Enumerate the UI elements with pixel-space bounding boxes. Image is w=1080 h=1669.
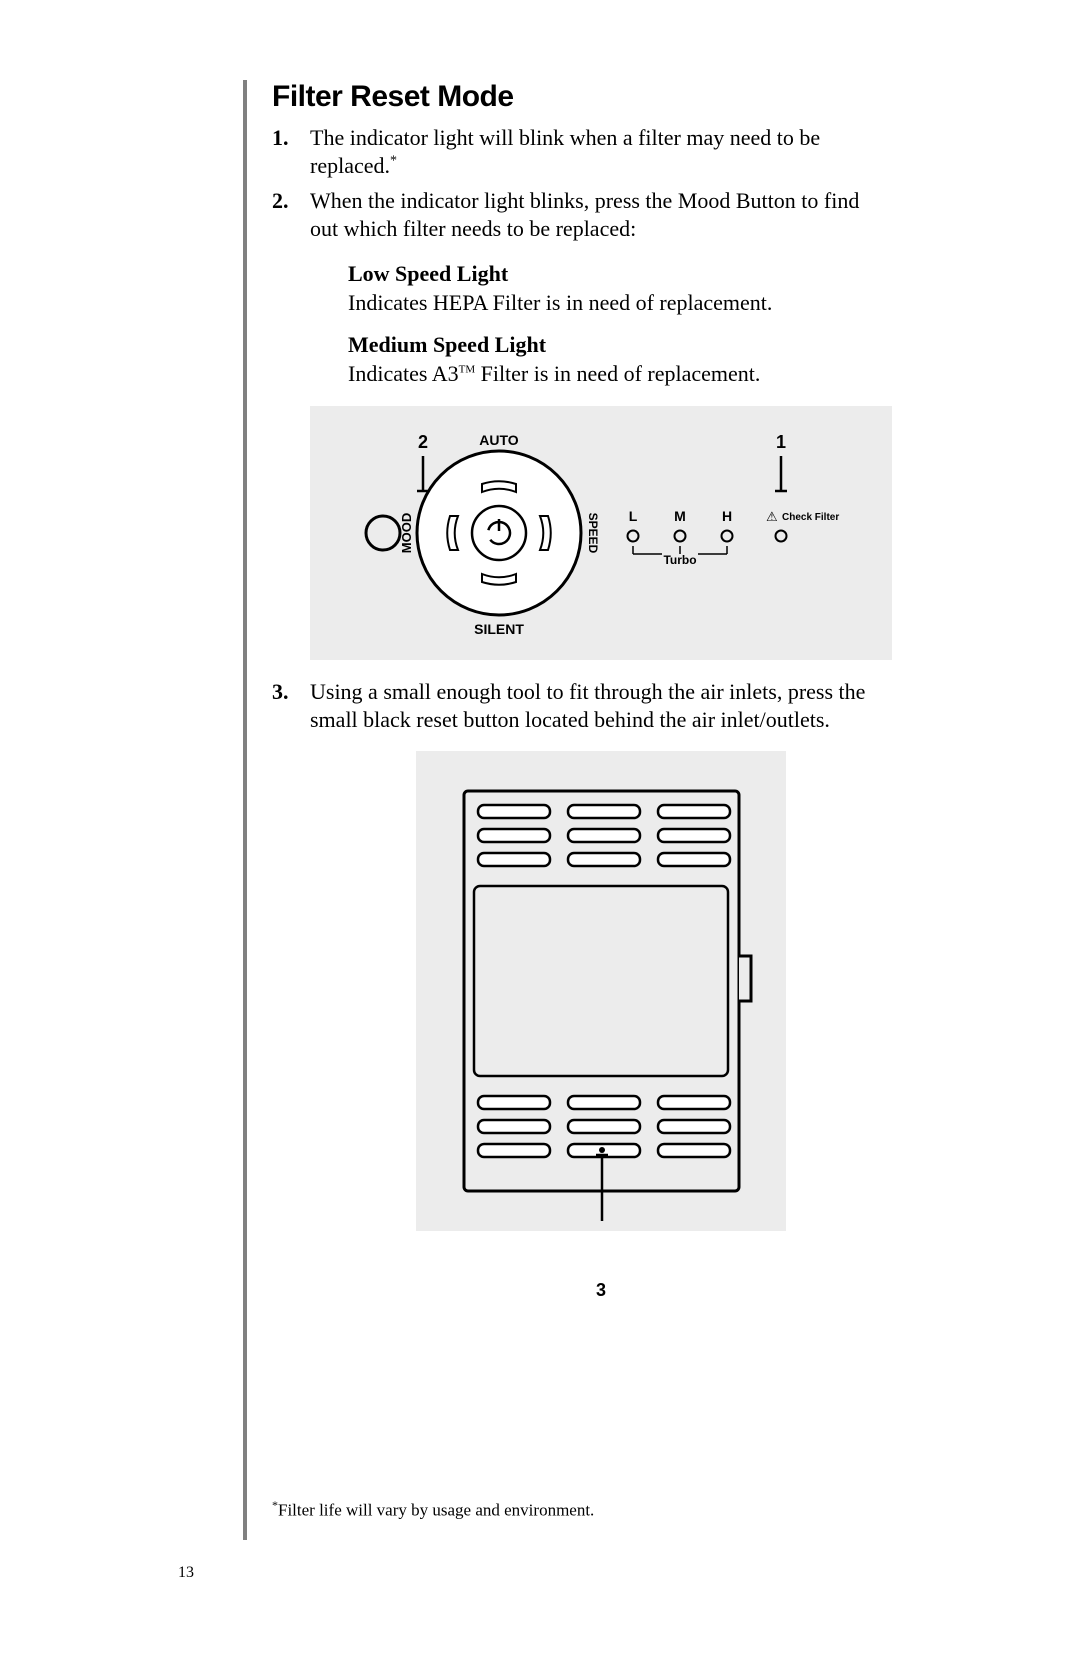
speed-label: SPEED bbox=[586, 513, 600, 554]
warning-icon: ⚠ bbox=[766, 509, 778, 524]
vent-slot bbox=[568, 853, 640, 866]
check-filter-label: Check Filter bbox=[782, 512, 839, 523]
medium-speed-text-a: Indicates A3 bbox=[348, 361, 459, 386]
sub-block: Low Speed Light Indicates HEPA Filter is… bbox=[348, 260, 892, 388]
turbo-label: Turbo bbox=[663, 553, 696, 567]
speed-m-light bbox=[675, 531, 686, 542]
content-column: Filter Reset Mode The indicator light wi… bbox=[272, 80, 892, 1310]
mood-button bbox=[366, 516, 400, 550]
steps-list: The indicator light will blink when a fi… bbox=[272, 124, 892, 1302]
mood-label: MOOD bbox=[399, 513, 414, 553]
speed-l-light bbox=[628, 531, 639, 542]
vent-slot bbox=[478, 1096, 550, 1109]
access-panel bbox=[474, 886, 728, 1076]
vent-slot bbox=[568, 829, 640, 842]
step-3-text: Using a small enough tool to fit through… bbox=[310, 679, 865, 732]
vent-slot bbox=[568, 1120, 640, 1133]
reset-button-dot bbox=[599, 1147, 605, 1153]
low-speed-text: Indicates HEPA Filter is in need of repl… bbox=[348, 290, 772, 315]
vent-slot bbox=[658, 829, 730, 842]
step-3: Using a small enough tool to fit through… bbox=[272, 678, 892, 1302]
callout-2-label: 2 bbox=[418, 432, 428, 452]
vent-slot bbox=[478, 829, 550, 842]
callout-1-label: 1 bbox=[776, 432, 786, 452]
control-panel-svg: 2 1 bbox=[310, 406, 930, 660]
dial-power-circle bbox=[472, 506, 526, 560]
vent-slot bbox=[478, 805, 550, 818]
tm-mark: TM bbox=[459, 363, 476, 375]
vent-slot bbox=[478, 1120, 550, 1133]
speed-m-label: M bbox=[674, 508, 686, 524]
low-speed-heading: Low Speed Light bbox=[348, 261, 508, 286]
callout-3-label: 3 bbox=[416, 1279, 786, 1302]
section-title: Filter Reset Mode bbox=[272, 80, 892, 114]
medium-speed-text-b: Filter is in need of replacement. bbox=[475, 361, 760, 386]
footnote-marker: * bbox=[390, 153, 397, 168]
vent-slot bbox=[568, 805, 640, 818]
vent-slot bbox=[478, 853, 550, 866]
speed-l-label: L bbox=[629, 508, 638, 524]
step-2-text: When the indicator light blinks, press t… bbox=[310, 188, 859, 241]
vent-slot bbox=[568, 1096, 640, 1109]
auto-label: AUTO bbox=[479, 432, 519, 448]
figure-unit-wrap: 3 bbox=[416, 751, 786, 1302]
vent-slot bbox=[658, 1144, 730, 1157]
vent-slot bbox=[658, 805, 730, 818]
unit-tab bbox=[739, 956, 751, 1001]
vertical-rule bbox=[243, 80, 247, 1540]
top-slots bbox=[478, 805, 730, 866]
figure-control-panel: 2 1 bbox=[310, 406, 892, 660]
vent-slot bbox=[658, 853, 730, 866]
medium-speed-heading: Medium Speed Light bbox=[348, 332, 546, 357]
step-1: The indicator light will blink when a fi… bbox=[272, 124, 892, 179]
figure-unit-panel bbox=[416, 751, 786, 1231]
footnote-text: Filter life will vary by usage and envir… bbox=[278, 1501, 594, 1520]
speed-h-light bbox=[722, 531, 733, 542]
vent-slot bbox=[658, 1120, 730, 1133]
page-number: 13 bbox=[178, 1564, 194, 1582]
vent-slot bbox=[658, 1096, 730, 1109]
check-filter-light bbox=[776, 531, 787, 542]
footnote: *Filter life will vary by usage and envi… bbox=[272, 1498, 892, 1521]
step-2: When the indicator light blinks, press t… bbox=[272, 187, 892, 660]
step-1-text: The indicator light will blink when a fi… bbox=[310, 125, 820, 178]
vent-slot bbox=[478, 1144, 550, 1157]
speed-h-label: H bbox=[722, 508, 732, 524]
silent-label: SILENT bbox=[474, 621, 524, 637]
unit-svg bbox=[416, 751, 786, 1231]
